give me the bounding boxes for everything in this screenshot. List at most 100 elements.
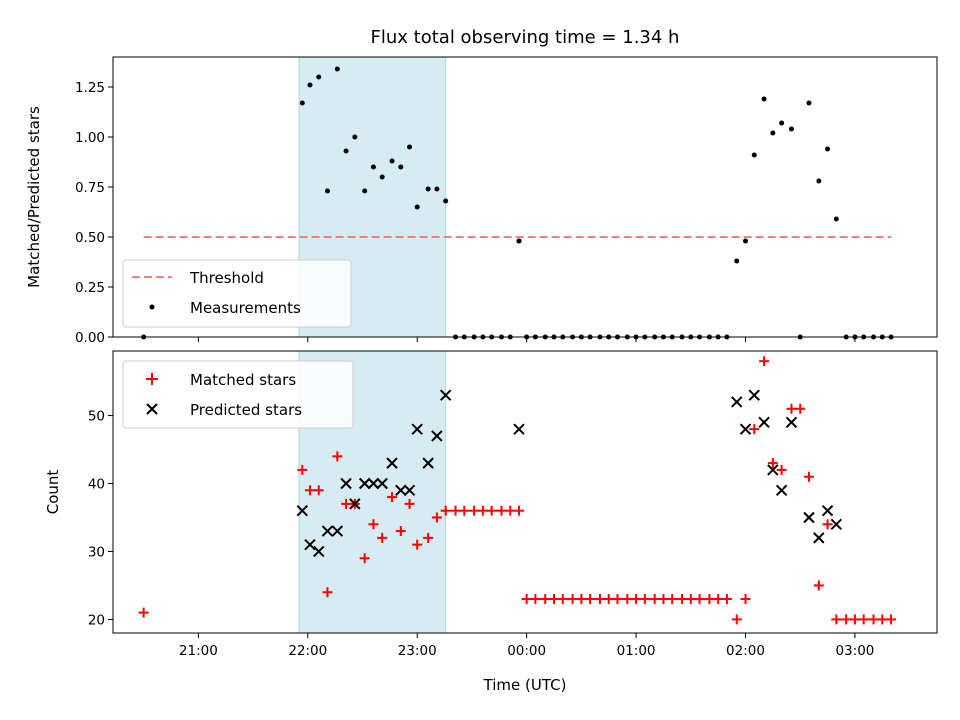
matched-point: [341, 498, 352, 509]
matched-point: [567, 594, 578, 605]
matched-point: [831, 614, 842, 625]
predicted-point: [785, 416, 798, 429]
predicted-point: [386, 457, 398, 469]
bottom-ytick-label: 50: [88, 409, 105, 425]
predicted-point: [758, 416, 770, 429]
legend-predicted-swatch: [146, 403, 158, 415]
measurement-point: [806, 100, 812, 106]
matched-point: [585, 594, 596, 605]
predicted-point: [340, 477, 352, 490]
matched-point: [440, 505, 451, 516]
measurement-point: [779, 120, 785, 126]
measurement-point: [307, 82, 313, 88]
predicted-point: [748, 389, 760, 401]
matched-point: [721, 594, 732, 605]
measurement-point: [352, 134, 358, 140]
matched-point: [359, 553, 370, 564]
bottom-xtick-label: 02:00: [726, 643, 765, 659]
top-panel: 0.00 0.25 0.50 0.75 1.00 1.25 Flux total obse…: [25, 27, 938, 346]
top-xticks: [197, 337, 856, 342]
chart-title: Flux total observing time = 1.34 h: [371, 27, 680, 48]
measurement-point: [734, 258, 740, 264]
legend-threshold-label: Threshold: [189, 269, 264, 287]
top-legend: Threshold Measurements: [122, 259, 352, 328]
bottom-xtick-label: 00:00: [507, 643, 546, 659]
predicted-point: [431, 430, 443, 442]
matched-point: [431, 512, 442, 523]
matched-point: [297, 464, 308, 475]
matched-point: [731, 614, 742, 625]
matched-point: [313, 485, 324, 496]
matched-point: [469, 505, 480, 516]
bottom-ytick-label: 20: [88, 612, 105, 628]
matched-point: [649, 594, 660, 605]
matched-point: [594, 594, 605, 605]
matched-point: [557, 594, 568, 605]
measurement-point: [407, 144, 413, 150]
xlabel: Time (UTC): [483, 676, 567, 694]
top-legend-box: [122, 259, 352, 328]
legend-measurements-swatch: [149, 304, 155, 310]
predicted-point: [439, 389, 452, 401]
matched-point: [548, 594, 559, 605]
matched-point: [886, 614, 897, 625]
matched-point: [667, 594, 678, 605]
measurement-point: [434, 186, 440, 192]
matched-point: [412, 539, 423, 550]
matched-point: [486, 505, 497, 516]
matched-point: [540, 594, 551, 605]
matched-point: [322, 587, 333, 598]
legend-matched-label: Matched stars: [190, 371, 296, 389]
matched-point: [387, 492, 398, 503]
matched-point: [332, 451, 343, 462]
matched-point: [631, 594, 642, 605]
bottom-ylabel: Count: [44, 470, 62, 515]
top-ytick-label: 0.75: [75, 180, 105, 196]
matched-point: [685, 594, 696, 605]
matched-point: [858, 614, 869, 625]
matched-point: [521, 594, 532, 605]
bottom-xtick-label: 21:00: [179, 643, 218, 659]
measurement-point: [788, 126, 794, 132]
matched-point: [822, 519, 833, 530]
measurement-point: [414, 204, 420, 210]
legend-matched-swatch: [146, 373, 158, 385]
matched-point: [868, 614, 879, 625]
matched-point: [622, 594, 633, 605]
bottom-ytick-label: 40: [88, 477, 105, 493]
matched-point: [304, 485, 315, 496]
predicted-point: [376, 477, 388, 490]
predicted-point: [313, 545, 325, 558]
top-yticks: 0.00 0.25 0.50 0.75 1.00 1.25: [75, 80, 113, 346]
measurement-point: [343, 148, 349, 154]
matched-point: [677, 594, 688, 605]
predicted-point: [813, 532, 825, 544]
predicted-point: [296, 504, 309, 517]
top-axes-frame: [112, 56, 938, 338]
bottom-ytick-label: 30: [88, 544, 105, 560]
matched-point: [767, 458, 778, 469]
matched-point: [786, 403, 797, 414]
matched-point: [505, 505, 516, 516]
matched-point: [530, 594, 541, 605]
predicted-points: [296, 389, 843, 558]
measurement-point: [770, 130, 776, 136]
measurement-point: [816, 178, 822, 184]
top-ytick-label: 1.25: [75, 80, 105, 96]
top-ytick-label: 0.25: [75, 280, 105, 296]
predicted-point: [395, 484, 407, 497]
matched-point: [576, 594, 587, 605]
predicted-point: [331, 525, 344, 537]
top-ytick-label: 1.00: [75, 130, 105, 146]
matched-point: [795, 403, 806, 414]
predicted-point: [367, 477, 380, 490]
measurement-point: [425, 186, 431, 192]
predicted-point: [422, 457, 434, 469]
top-ytick-label: 0.50: [75, 230, 105, 246]
measurement-point: [833, 216, 839, 222]
predicted-point: [513, 423, 525, 435]
measurement-point: [334, 66, 340, 72]
measurement-point: [398, 164, 404, 170]
predicted-point: [739, 423, 752, 435]
